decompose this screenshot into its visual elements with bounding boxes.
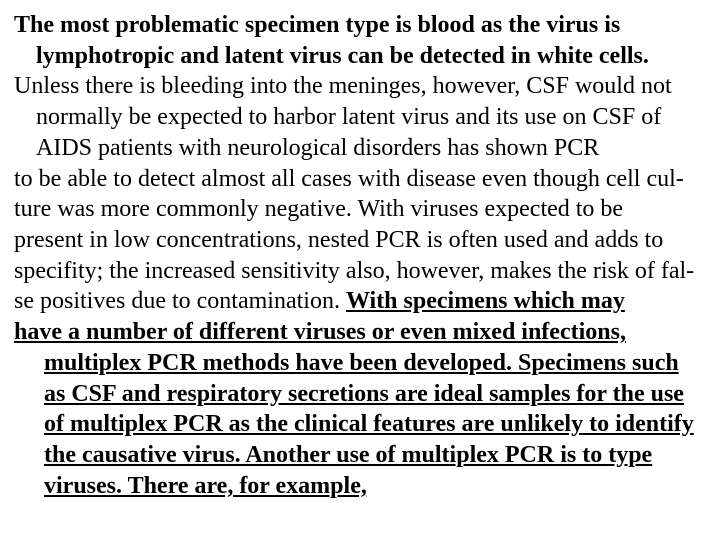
text-line-7b-bold-underline: With specimens which may — [346, 288, 625, 314]
paragraph-line-6: specifity; the increased sensitivity als… — [14, 256, 706, 287]
paragraph-line-7: se positives due to contamination. With … — [14, 286, 706, 317]
text-line-7a: se positives due to contamination. — [14, 288, 346, 314]
text-line-4: ture was more commonly negative. With vi… — [14, 196, 623, 222]
text-tail-bold-underline: have a number of different viruses or ev… — [14, 319, 694, 499]
text-bold-intro: The most problematic specimen type is bl… — [14, 12, 649, 69]
paragraph-tail: have a number of different viruses or ev… — [14, 317, 706, 501]
paragraph-line-3: to be able to detect almost all cases wi… — [14, 164, 706, 195]
document-page: The most problematic specimen type is bl… — [0, 0, 720, 540]
text-body-1: Unless there is bleeding into the mening… — [14, 73, 672, 160]
paragraph-line-5: present in low concentrations, nested PC… — [14, 225, 706, 256]
text-line-5: present in low concentrations, nested PC… — [14, 227, 663, 253]
paragraph-line-4: ture was more commonly negative. With vi… — [14, 194, 706, 225]
paragraph-intro: The most problematic specimen type is bl… — [14, 10, 706, 71]
text-line-3: to be able to detect almost all cases wi… — [14, 166, 684, 192]
text-line-6: specifity; the increased sensitivity als… — [14, 258, 694, 284]
paragraph-body-start: Unless there is bleeding into the mening… — [14, 71, 706, 163]
